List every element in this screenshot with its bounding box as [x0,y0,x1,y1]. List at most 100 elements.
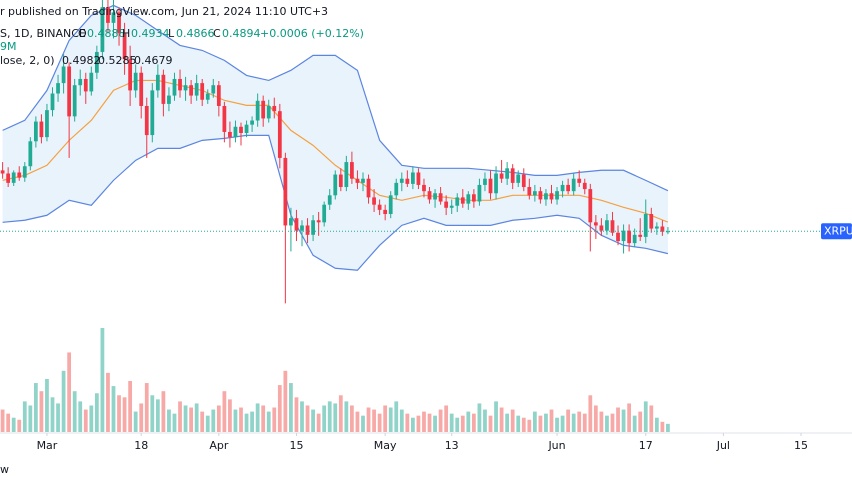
volume-bar [94,393,99,432]
volume-bar [372,409,376,432]
volume-bar [144,383,149,432]
volume-bar [333,403,338,432]
candle-body [366,178,371,198]
candle-body [660,226,665,232]
basis-value: 0.4982 [62,54,101,67]
volume-bar [610,413,615,432]
volume-bar [6,413,11,432]
volume-bar [172,413,177,432]
volume-bar [106,372,110,432]
volume-bar [61,370,66,432]
lower-band-line [2,134,669,271]
volume-bar [599,411,604,432]
volume-bar [621,409,626,432]
volume-bar [471,413,476,432]
candle-body [643,214,648,237]
volume-bar [305,405,310,432]
candle-body [128,59,133,91]
volume-bar [593,405,598,432]
volume-bar [244,413,249,432]
volume-bar [272,407,277,432]
volume-bar [510,409,515,432]
candle-body [383,209,388,215]
volume-bar [100,327,105,432]
volume-bar [78,401,83,432]
candle-body [106,7,110,23]
candle-body [300,225,304,231]
candle-body [605,220,609,231]
volume-bar [39,391,44,432]
indicator-label: lose, 2, 0) [0,54,55,67]
candle-body [582,182,587,190]
volume-bar [438,409,443,432]
volume-bar [571,413,576,432]
volume-bar [466,411,471,432]
volume-bar [555,417,559,432]
volume-bar [311,409,315,432]
candle-body [516,174,521,183]
candle-body [649,214,654,229]
candle-body [155,74,160,91]
legend-high: 0.4934 [131,27,170,40]
candle-body [588,189,593,223]
candle-body [61,66,66,84]
legend-letter: H [122,27,130,40]
volume-bar [233,409,238,432]
candle-body [471,194,476,202]
candle-body [122,33,127,60]
candle-body [233,126,238,138]
candle-body [477,184,482,202]
upper-value: 0.5285 [98,54,137,67]
candle-body [394,182,399,196]
volume-bar [22,401,27,432]
legend-open: 0.4888 [87,27,126,40]
volume-bar [189,407,193,432]
legend: r published on TradingView.com, Jun 21, … [0,5,364,67]
candle-body [305,225,310,235]
volume-bar [56,403,60,432]
candle-body [255,100,260,121]
candle-body [216,85,221,106]
volume-bar [316,413,321,432]
candle-body [610,220,615,233]
volume-bar [72,391,77,432]
candle-body [521,174,526,188]
candle-body [28,141,33,167]
volume-bar [549,409,554,432]
legend-close: 0.4894 [222,27,261,40]
candle-body [532,191,537,196]
volume-bar [627,403,632,432]
volume-bar [167,409,171,432]
candle-body [566,184,571,192]
candle-body [67,66,72,117]
volume-bar [499,407,504,432]
volume-bar [388,407,393,432]
symbol: S, 1D, BINANCE [0,27,86,40]
candle-body [17,172,22,178]
candle-body [488,178,493,194]
volume-bar [383,405,388,432]
candle-body [50,93,55,111]
candle-body [39,121,44,138]
candle-body [311,220,315,235]
candle-body [632,234,637,244]
volume-bar [33,383,38,432]
volume-bar [289,383,293,432]
legend-letter: C [213,27,221,40]
volume-bar [139,403,144,432]
candle-body [161,74,166,104]
candle-body [361,178,365,183]
volume-bar [660,421,665,432]
candle-body [83,78,88,92]
candle-body [261,100,266,119]
candle-body [666,231,670,233]
volume-bar [150,395,155,432]
candle-body [11,172,16,183]
candle-body [205,93,210,100]
candle-body [266,105,271,119]
x-tick-label: 15 [794,439,808,452]
volume-bar [211,409,216,432]
candle-body [593,222,598,226]
candle-body [449,205,454,208]
candle-body [466,194,471,204]
